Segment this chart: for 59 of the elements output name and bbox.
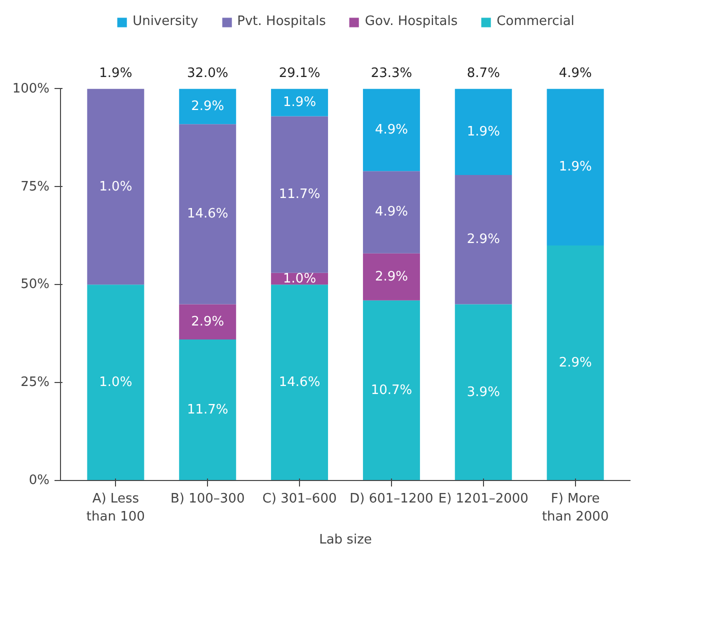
bar [271, 88, 328, 116]
legend-label: Pvt. Hospitals [237, 14, 326, 29]
text: 8.7% [466, 66, 500, 81]
bar [87, 284, 144, 480]
annotation: 14.6% [186, 206, 228, 222]
text: 29.1% [278, 66, 320, 81]
annotation: 1.9% [466, 124, 500, 140]
bar [179, 340, 236, 480]
bar [546, 88, 604, 246]
x-tick-label: E) 1201–2000 [438, 492, 528, 506]
bar [179, 304, 236, 340]
bar [362, 300, 420, 480]
annotation: 4.9% [374, 204, 408, 220]
annotation: 1.9% [558, 160, 592, 175]
annotation: 1.0% [99, 179, 132, 194]
bar [362, 88, 420, 172]
annotation: 10.7% [370, 382, 412, 398]
y-tick-label: 100% [12, 81, 50, 96]
x-tick-label: A) Less than 100 [86, 492, 145, 524]
y-tick-label: 75% [20, 179, 50, 194]
legend-label: Gov. Hospitals [364, 14, 458, 29]
bar [454, 88, 512, 175]
bar [454, 175, 512, 304]
y-tick-label: 0% [28, 473, 50, 488]
annotation: 2.9% [191, 314, 224, 330]
annotation: 2.9% [558, 356, 592, 370]
annotation: 2.9% [191, 98, 224, 114]
bar [87, 88, 144, 285]
x-axis-title: Lab size [319, 532, 372, 548]
x-tick-label: F) More than 2000 [542, 492, 609, 524]
annotation: 14.6% [278, 375, 320, 390]
bar [454, 304, 512, 480]
x-tick-label: C) 301–600 [262, 492, 337, 506]
annotation: 1.0% [283, 271, 316, 286]
x-tick-label: B) 100–300 [170, 492, 245, 506]
bar [271, 116, 328, 273]
annotation: 1.9% [283, 95, 316, 110]
annotation: 11.7% [186, 402, 228, 418]
y-tick-label: 25% [20, 375, 50, 390]
bar [179, 124, 236, 304]
annotation: 3.9% [466, 384, 500, 400]
legend-label: Commercial [496, 14, 574, 29]
text: 4.9% [558, 66, 592, 81]
legend-label: University [132, 14, 198, 29]
annotation: 2.9% [374, 269, 408, 284]
annotation: 1.0% [99, 375, 132, 390]
x-tick-label: D) 601–1200 [350, 492, 434, 506]
y-tick-label: 50% [20, 277, 50, 292]
annotation: 2.9% [466, 232, 500, 248]
bar [546, 246, 604, 480]
text: 1.9% [99, 66, 132, 81]
annotation: 4.9% [374, 122, 408, 138]
bar [362, 171, 420, 254]
bar [362, 253, 420, 300]
annotation: 11.7% [278, 187, 320, 202]
bar [179, 88, 236, 124]
text: 32.0% [186, 66, 228, 81]
text: 23.3% [370, 66, 412, 81]
bar [271, 284, 328, 480]
